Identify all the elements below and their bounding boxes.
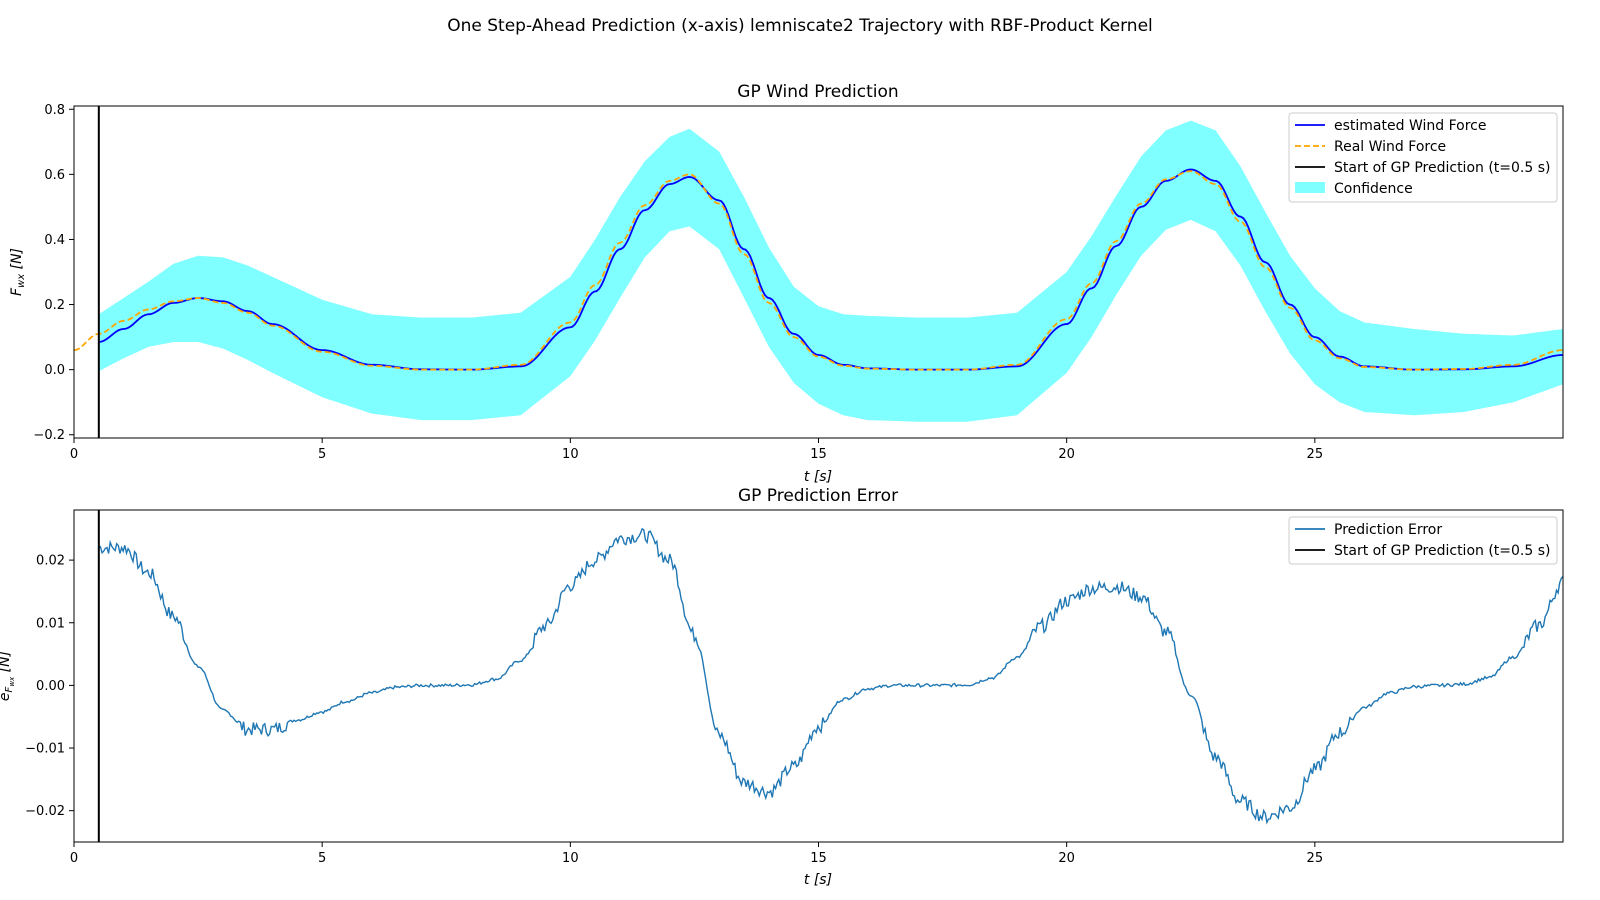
panel-title-wind-prediction: GP Wind Prediction — [737, 82, 898, 102]
prediction-error-x-ticks: 0 5 10 15 20 25 — [70, 842, 1323, 866]
figure-title: One Step-Ahead Prediction (x-axis) lemni… — [447, 16, 1153, 36]
legend-label-estimated: estimated Wind Force — [1334, 118, 1486, 134]
x-tick-label: 5 — [318, 851, 326, 866]
confidence-band — [98, 120, 1563, 422]
wind-prediction-x-ticks: 0 5 10 15 20 25 — [70, 438, 1323, 462]
x-tick-label: 25 — [1307, 851, 1324, 866]
y-tick-label: 0.6 — [44, 168, 65, 183]
wind-prediction-legend: estimated Wind Force Real Wind Force Sta… — [1288, 112, 1558, 203]
prediction-error-panel: GP Prediction Error 0 5 10 15 20 25 −0.02−0.0… — [0, 486, 1564, 888]
legend-frame — [1288, 516, 1558, 565]
y-tick-label: 0.01 — [36, 616, 65, 631]
y-tick-label: 0.2 — [44, 298, 65, 313]
wind-prediction-y-axis-label: Fwx [N] — [9, 248, 27, 296]
y-tick-label: −0.01 — [25, 742, 65, 757]
legend-label-error: Prediction Error — [1334, 522, 1442, 538]
x-tick-label: 20 — [1058, 851, 1075, 866]
legend-swatch-confidence — [1295, 182, 1325, 193]
x-tick-label: 10 — [562, 447, 579, 462]
panel-title-prediction-error: GP Prediction Error — [738, 486, 898, 506]
x-tick-label: 10 — [562, 851, 579, 866]
y-tick-label: 0.00 — [36, 679, 65, 694]
prediction-error-y-ticks: −0.02 −0.01 0.00 0.01 0.02 — [25, 554, 74, 819]
legend-frame — [1288, 112, 1558, 203]
y-tick-label: 0.0 — [44, 363, 65, 378]
y-tick-label: 0.8 — [44, 103, 65, 118]
x-tick-label: 15 — [810, 851, 827, 866]
prediction-error-y-axis-label: eFwx [N] — [0, 651, 16, 701]
x-tick-label: 5 — [318, 447, 326, 462]
x-tick-label: 20 — [1058, 447, 1075, 462]
y-tick-label: −0.2 — [33, 428, 65, 443]
x-tick-label: 25 — [1307, 447, 1324, 462]
wind-prediction-plot-area — [74, 106, 1563, 438]
prediction-error-legend: Prediction Error Start of GP Prediction … — [1288, 516, 1558, 565]
series-line-prediction-error — [98, 527, 1563, 825]
wind-prediction-y-ticks: −0.2 0.0 0.2 0.4 0.6 0.8 — [33, 103, 74, 443]
legend-label-start: Start of GP Prediction (t=0.5 s) — [1334, 543, 1551, 559]
legend-label-start: Start of GP Prediction (t=0.5 s) — [1334, 160, 1551, 176]
x-tick-label: 0 — [70, 851, 78, 866]
wind-prediction-panel: GP Wind Prediction 0 5 10 15 20 25 −0.2 0.0 0.2… — [9, 82, 1564, 485]
x-tick-label: 15 — [810, 447, 827, 462]
y-tick-label: −0.02 — [25, 804, 65, 819]
x-tick-label: 0 — [70, 447, 78, 462]
y-tick-label: 0.02 — [36, 554, 65, 569]
wind-prediction-x-axis-label: t [s] — [804, 469, 832, 485]
series-line-estimated-wind-force — [98, 168, 1563, 371]
legend-label-confidence: Confidence — [1334, 181, 1413, 197]
legend-label-real: Real Wind Force — [1334, 139, 1446, 155]
prediction-error-x-axis-label: t [s] — [804, 872, 832, 888]
y-tick-label: 0.4 — [44, 233, 65, 248]
prediction-error-plot-area — [97, 510, 1563, 842]
